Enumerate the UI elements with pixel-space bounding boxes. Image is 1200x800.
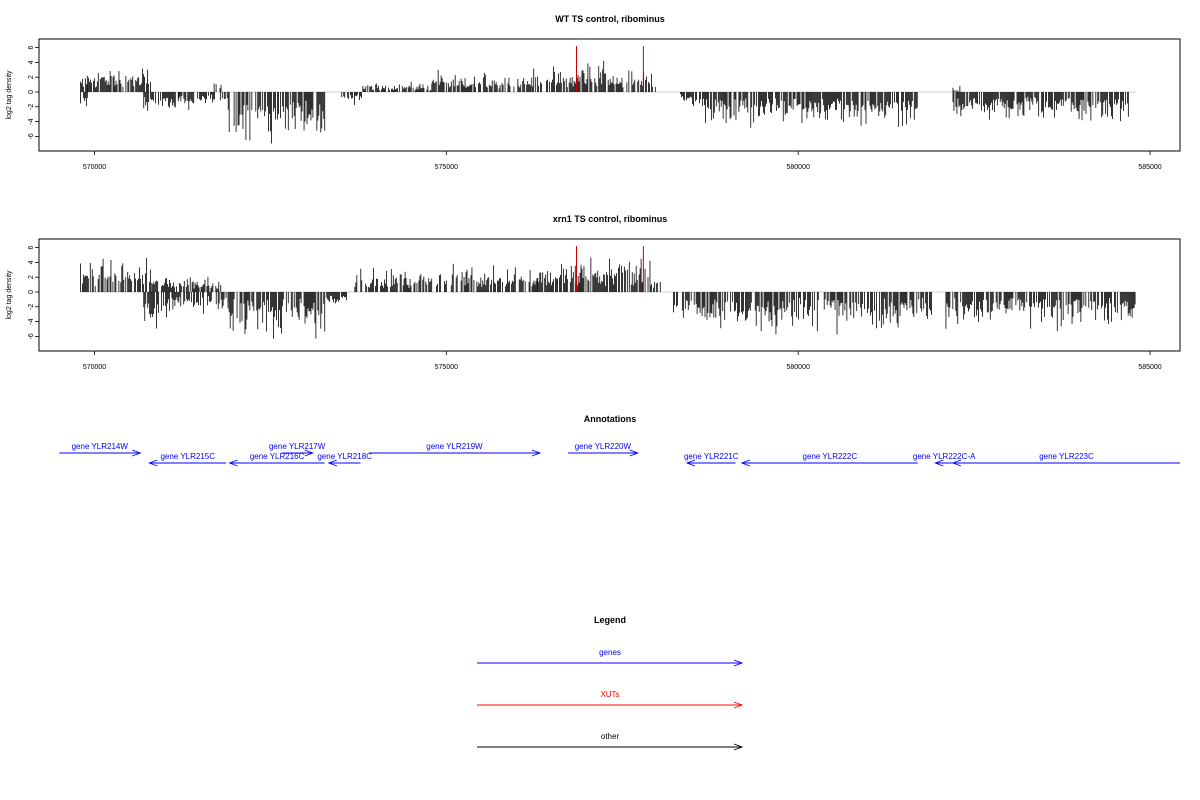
gene-arrow-head	[685, 459, 696, 467]
xrn1-y-tick-label: -6	[28, 333, 35, 339]
wt-y-tick-label: 0	[28, 90, 35, 94]
wt-x-tick-label: 575000	[435, 164, 458, 171]
wt-plot-frame	[38, 38, 1181, 152]
wt-y-tick-label: 6	[28, 46, 35, 50]
wt-x-tick-label: 580000	[786, 164, 809, 171]
xrn1-y-tick-label: -4	[28, 318, 35, 324]
legend-title: Legend	[594, 615, 626, 625]
gene-label: gene YLR222C	[803, 452, 858, 461]
xrn1-x-tick-label: 585000	[1138, 364, 1161, 371]
gene-label: gene YLR216C	[250, 452, 305, 461]
gene-label: gene YLR221C	[684, 452, 739, 461]
annotations-title: Annotations	[584, 414, 637, 424]
legend-arrow-head	[733, 743, 744, 751]
gene-label: gene YLR215C	[160, 452, 215, 461]
xrn1-x-tick-label: 575000	[435, 364, 458, 371]
legend-label-xuts: XUTs	[600, 690, 619, 699]
xrn1-x-tick-label: 580000	[786, 364, 809, 371]
gene-arrow-head	[304, 449, 314, 457]
wt-y-tick-label: 4	[28, 60, 35, 64]
legend-arrow-head	[733, 659, 744, 667]
gene-arrow-head	[132, 449, 142, 457]
xrn1-y-axis-label: log2 tag density	[6, 270, 13, 320]
wt-y-tick-label: 2	[28, 75, 35, 79]
xrn1-y-tick-label: 0	[28, 290, 35, 294]
xrn1-y-tick-label: 6	[28, 246, 35, 250]
gene-arrow-head	[629, 449, 640, 457]
gene-label: gene YLR217W	[269, 442, 326, 451]
wt-density-bars	[80, 60, 1136, 144]
gene-annotations: Annotations gene YLR214W gene YLR215C gene…	[59, 414, 1180, 467]
wt-y-tick-label: -2	[28, 104, 35, 110]
xrn1-y-tick-label: 2	[28, 275, 35, 279]
gene-label: gene YLR219W	[426, 442, 483, 451]
gene-label: gene YLR220W	[575, 442, 632, 451]
xrn1-panel-title: xrn1 TS control, ribominus	[553, 214, 668, 224]
gene-label: gene YLR223C	[1039, 452, 1094, 461]
wt-y-axis-ticks: -6 -4 -2 0 2 4 6	[28, 46, 39, 140]
gene-arrow-head	[740, 459, 751, 467]
gene-arrow-head	[148, 459, 158, 467]
xrn1-y-tick-label: 4	[28, 260, 35, 264]
xrn1-x-tick-label: 570000	[83, 364, 106, 371]
xrn1-xut-spikes	[576, 246, 644, 292]
wt-x-tick-label: 585000	[1138, 164, 1161, 171]
gene-arrow-head	[531, 449, 542, 457]
xrn1-density-panel: xrn1 TS control, ribominus log2 tag dens…	[6, 214, 1181, 371]
gene-label: gene YLR214W	[72, 442, 129, 451]
xrn1-y-axis-ticks: -6 -4 -2 0 2 4 6	[28, 246, 39, 340]
gene-arrow-head	[934, 459, 944, 467]
wt-y-tick-label: -6	[28, 133, 35, 139]
legend-items: genes XUTs other	[477, 648, 744, 751]
gene-arrow-head	[327, 459, 337, 467]
legend-label-genes: genes	[599, 648, 621, 657]
xrn1-plot-frame	[38, 238, 1181, 352]
gene-label: gene YLR218C	[317, 452, 372, 461]
wt-y-tick-label: -4	[28, 118, 35, 124]
wt-y-axis-label: log2 tag density	[6, 70, 13, 120]
xrn1-x-axis-ticks: 570000 575000 580000 585000	[83, 351, 1162, 371]
gene-arrow-head	[951, 459, 962, 467]
xrn1-y-tick-label: -2	[28, 304, 35, 310]
wt-x-axis-ticks: 570000 575000 580000 585000	[83, 151, 1162, 171]
wt-xut-spikes	[576, 46, 644, 92]
legend-arrow-head	[733, 701, 744, 709]
wt-x-tick-label: 570000	[83, 164, 106, 171]
wt-panel-title: WT TS control, ribominus	[555, 14, 665, 24]
wt-density-panel: WT TS control, ribominus log2 tag densit…	[6, 14, 1181, 171]
gene-arrow-head	[228, 459, 238, 467]
xrn1-density-bars	[80, 257, 1136, 339]
gene-label: gene YLR222C-A	[913, 452, 976, 461]
legend: Legend genes XUTs other	[477, 615, 744, 751]
legend-label-other: other	[601, 732, 620, 741]
